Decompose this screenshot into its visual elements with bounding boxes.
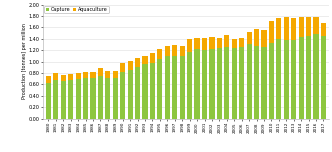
Legend: Capture, Aquaculture: Capture, Aquaculture: [44, 5, 109, 13]
Bar: [217, 48, 222, 119]
Bar: [321, 36, 326, 119]
Bar: [127, 61, 133, 70]
Bar: [224, 47, 229, 119]
Bar: [291, 40, 296, 119]
Bar: [46, 83, 51, 119]
Bar: [202, 38, 207, 50]
Bar: [269, 21, 274, 43]
Bar: [105, 78, 111, 119]
Bar: [239, 47, 244, 119]
Bar: [105, 71, 111, 78]
Bar: [247, 32, 252, 44]
Bar: [313, 34, 319, 119]
Bar: [90, 78, 96, 119]
Bar: [269, 43, 274, 119]
Bar: [195, 49, 200, 119]
Bar: [98, 68, 103, 76]
Bar: [61, 75, 66, 81]
Bar: [232, 48, 237, 119]
Bar: [68, 80, 73, 119]
Bar: [187, 52, 192, 119]
Bar: [83, 78, 88, 119]
Bar: [261, 30, 267, 47]
Bar: [306, 17, 311, 36]
Bar: [172, 56, 177, 119]
Bar: [157, 49, 162, 59]
Bar: [165, 46, 170, 56]
Bar: [120, 72, 125, 119]
Bar: [313, 17, 319, 34]
Bar: [276, 18, 282, 39]
Bar: [150, 63, 155, 119]
Bar: [53, 73, 58, 80]
Bar: [142, 64, 148, 119]
Bar: [217, 38, 222, 48]
Y-axis label: Production [tonnes] per million: Production [tonnes] per million: [23, 24, 28, 100]
Bar: [150, 53, 155, 63]
Bar: [135, 67, 140, 119]
Bar: [284, 40, 289, 119]
Bar: [68, 74, 73, 80]
Bar: [83, 72, 88, 78]
Bar: [187, 39, 192, 52]
Bar: [75, 73, 81, 79]
Bar: [46, 76, 51, 83]
Bar: [53, 80, 58, 119]
Bar: [284, 17, 289, 40]
Bar: [209, 37, 214, 49]
Bar: [113, 71, 118, 78]
Bar: [61, 81, 66, 119]
Bar: [98, 76, 103, 119]
Bar: [157, 59, 162, 119]
Bar: [113, 78, 118, 119]
Bar: [232, 39, 237, 48]
Bar: [202, 50, 207, 119]
Bar: [321, 23, 326, 36]
Bar: [195, 38, 200, 49]
Bar: [298, 17, 304, 37]
Bar: [120, 63, 125, 72]
Bar: [142, 56, 148, 64]
Bar: [90, 72, 96, 78]
Bar: [172, 45, 177, 56]
Bar: [298, 37, 304, 119]
Bar: [254, 29, 259, 46]
Bar: [306, 36, 311, 119]
Bar: [127, 70, 133, 119]
Bar: [291, 18, 296, 40]
Bar: [135, 58, 140, 67]
Bar: [180, 56, 185, 119]
Bar: [276, 39, 282, 119]
Bar: [247, 44, 252, 119]
Bar: [239, 38, 244, 47]
Bar: [75, 79, 81, 119]
Bar: [254, 46, 259, 119]
Bar: [180, 46, 185, 56]
Bar: [224, 35, 229, 47]
Bar: [261, 47, 267, 119]
Bar: [165, 56, 170, 119]
Bar: [209, 49, 214, 119]
